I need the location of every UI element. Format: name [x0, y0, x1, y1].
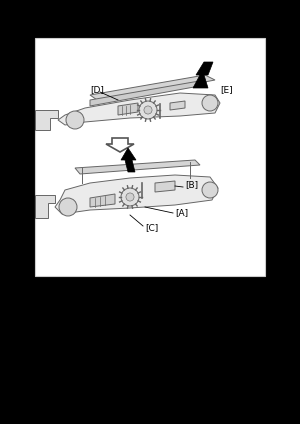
- Circle shape: [121, 188, 139, 206]
- FancyBboxPatch shape: [35, 38, 265, 276]
- Circle shape: [66, 111, 84, 129]
- Text: [A]: [A]: [175, 209, 188, 218]
- Text: [E]: [E]: [220, 86, 233, 95]
- Circle shape: [59, 198, 77, 216]
- Circle shape: [139, 101, 157, 119]
- Circle shape: [126, 193, 134, 201]
- Polygon shape: [121, 148, 136, 172]
- Circle shape: [144, 106, 152, 114]
- Polygon shape: [75, 160, 200, 174]
- Polygon shape: [90, 194, 115, 207]
- Polygon shape: [155, 181, 175, 192]
- Circle shape: [202, 182, 218, 198]
- Text: [B]: [B]: [185, 181, 198, 190]
- Polygon shape: [35, 110, 58, 130]
- Polygon shape: [90, 80, 205, 106]
- Polygon shape: [35, 195, 55, 218]
- Polygon shape: [106, 138, 134, 152]
- Polygon shape: [118, 103, 138, 115]
- Text: [D]: [D]: [90, 86, 104, 95]
- Polygon shape: [170, 101, 185, 110]
- Circle shape: [202, 95, 218, 111]
- Polygon shape: [55, 175, 218, 214]
- Polygon shape: [90, 75, 215, 102]
- Text: [C]: [C]: [145, 223, 158, 232]
- Polygon shape: [58, 93, 220, 125]
- Polygon shape: [193, 62, 213, 88]
